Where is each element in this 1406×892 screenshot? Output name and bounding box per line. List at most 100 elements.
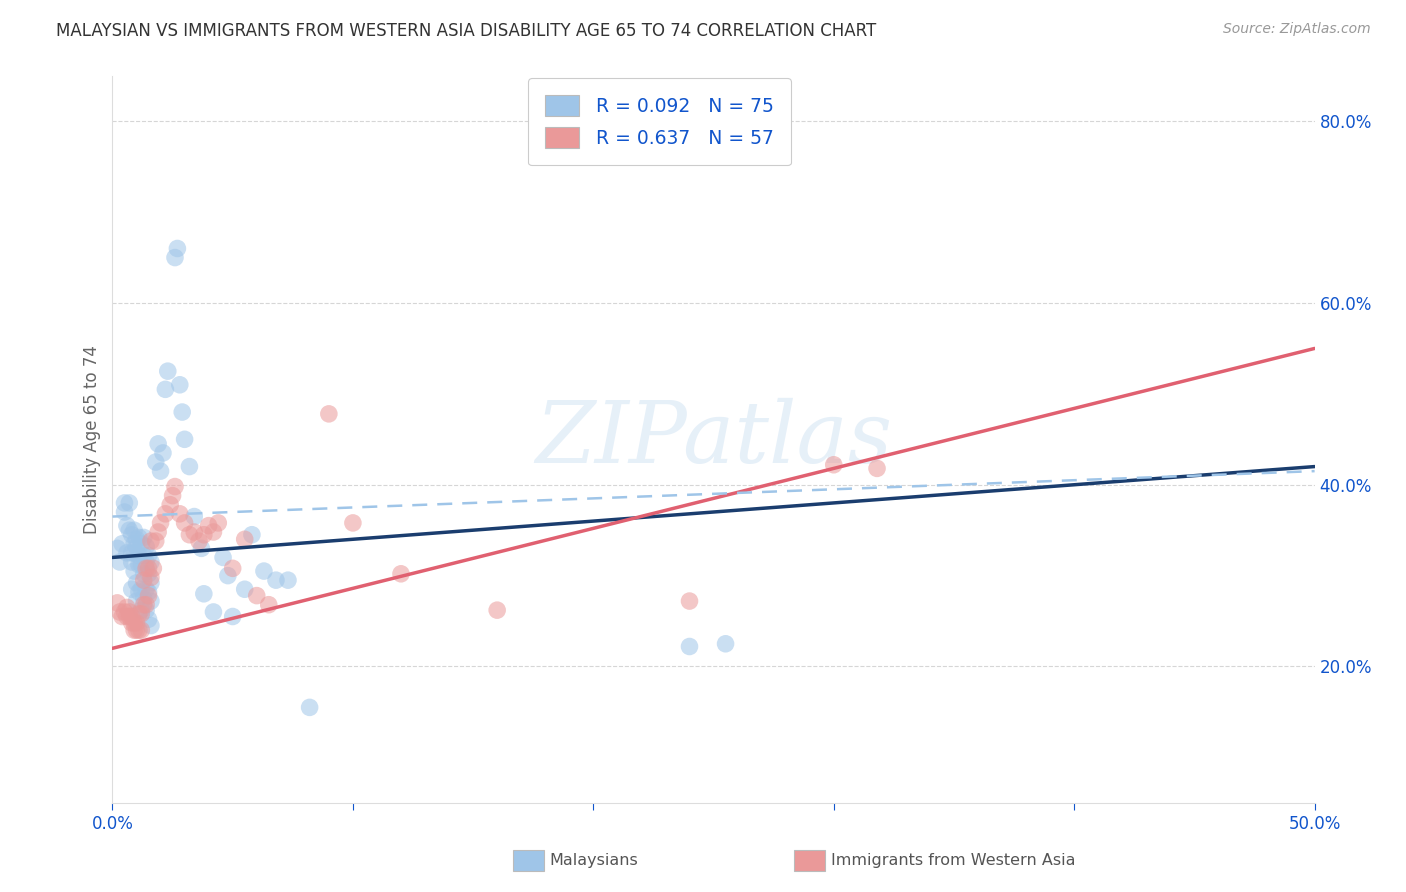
- Point: [111, 609, 134, 624]
- Point: [222, 561, 245, 575]
- Point: [125, 594, 148, 608]
- Point: [114, 505, 136, 519]
- Point: [714, 637, 737, 651]
- Point: [121, 582, 143, 597]
- Point: [169, 507, 191, 521]
- Point: [132, 598, 155, 612]
- Point: [163, 251, 186, 265]
- Point: [173, 516, 195, 530]
- Point: [197, 518, 219, 533]
- Point: [202, 605, 225, 619]
- Point: [823, 458, 845, 472]
- Point: [193, 527, 215, 541]
- Point: [131, 537, 153, 551]
- Point: [138, 561, 160, 575]
- Point: [132, 531, 155, 545]
- Point: [264, 573, 287, 587]
- Point: [135, 598, 157, 612]
- Point: [121, 615, 143, 630]
- Point: [135, 603, 157, 617]
- Point: [131, 607, 153, 621]
- Point: [318, 407, 340, 421]
- Point: [118, 523, 141, 537]
- Point: [115, 546, 138, 560]
- Point: [169, 377, 191, 392]
- Point: [173, 433, 195, 447]
- Point: [122, 564, 145, 578]
- Point: [131, 582, 153, 597]
- Point: [138, 585, 160, 599]
- Point: [212, 550, 235, 565]
- Point: [678, 594, 700, 608]
- Point: [179, 459, 201, 474]
- Point: [246, 589, 269, 603]
- Legend: R = 0.092   N = 75, R = 0.637   N = 57: R = 0.092 N = 75, R = 0.637 N = 57: [529, 78, 790, 165]
- Point: [389, 566, 412, 581]
- Point: [138, 566, 160, 581]
- Text: Malaysians: Malaysians: [550, 854, 638, 868]
- Point: [156, 364, 179, 378]
- Point: [135, 582, 157, 597]
- Point: [115, 600, 138, 615]
- Point: [114, 605, 136, 619]
- Point: [207, 516, 229, 530]
- Point: [111, 537, 134, 551]
- Point: [131, 623, 153, 637]
- Text: Source: ZipAtlas.com: Source: ZipAtlas.com: [1223, 22, 1371, 37]
- Point: [138, 589, 160, 603]
- Point: [277, 573, 299, 587]
- Point: [128, 558, 150, 572]
- Point: [122, 537, 145, 551]
- Point: [342, 516, 364, 530]
- Point: [115, 609, 138, 624]
- Point: [139, 618, 162, 632]
- Point: [125, 533, 148, 547]
- Point: [139, 534, 162, 549]
- Point: [132, 573, 155, 587]
- Point: [135, 555, 157, 569]
- Point: [128, 531, 150, 545]
- Point: [122, 623, 145, 637]
- Point: [193, 587, 215, 601]
- Point: [233, 582, 256, 597]
- Point: [139, 570, 162, 584]
- Point: [253, 564, 276, 578]
- Point: [202, 524, 225, 539]
- Point: [125, 615, 148, 630]
- Point: [183, 509, 205, 524]
- Point: [233, 533, 256, 547]
- Point: [125, 623, 148, 637]
- Point: [138, 612, 160, 626]
- Point: [139, 594, 162, 608]
- Point: [152, 446, 174, 460]
- Point: [139, 575, 162, 590]
- Point: [132, 566, 155, 581]
- Point: [118, 496, 141, 510]
- Point: [128, 549, 150, 563]
- Point: [118, 609, 141, 624]
- Point: [125, 575, 148, 590]
- Point: [240, 527, 263, 541]
- Point: [190, 541, 212, 556]
- Point: [179, 527, 201, 541]
- Point: [128, 607, 150, 621]
- Text: ZIPatlas: ZIPatlas: [534, 398, 893, 481]
- Point: [146, 524, 169, 539]
- Point: [298, 700, 321, 714]
- Point: [155, 507, 177, 521]
- Point: [121, 546, 143, 560]
- Point: [145, 455, 167, 469]
- Point: [125, 540, 148, 554]
- Point: [149, 464, 172, 478]
- Point: [132, 591, 155, 606]
- Point: [114, 496, 136, 510]
- Point: [121, 527, 143, 541]
- Point: [122, 523, 145, 537]
- Point: [131, 558, 153, 572]
- Y-axis label: Disability Age 65 to 74: Disability Age 65 to 74: [83, 345, 101, 533]
- Point: [866, 461, 889, 475]
- Point: [115, 518, 138, 533]
- Point: [122, 615, 145, 630]
- Point: [159, 498, 181, 512]
- Point: [108, 555, 131, 569]
